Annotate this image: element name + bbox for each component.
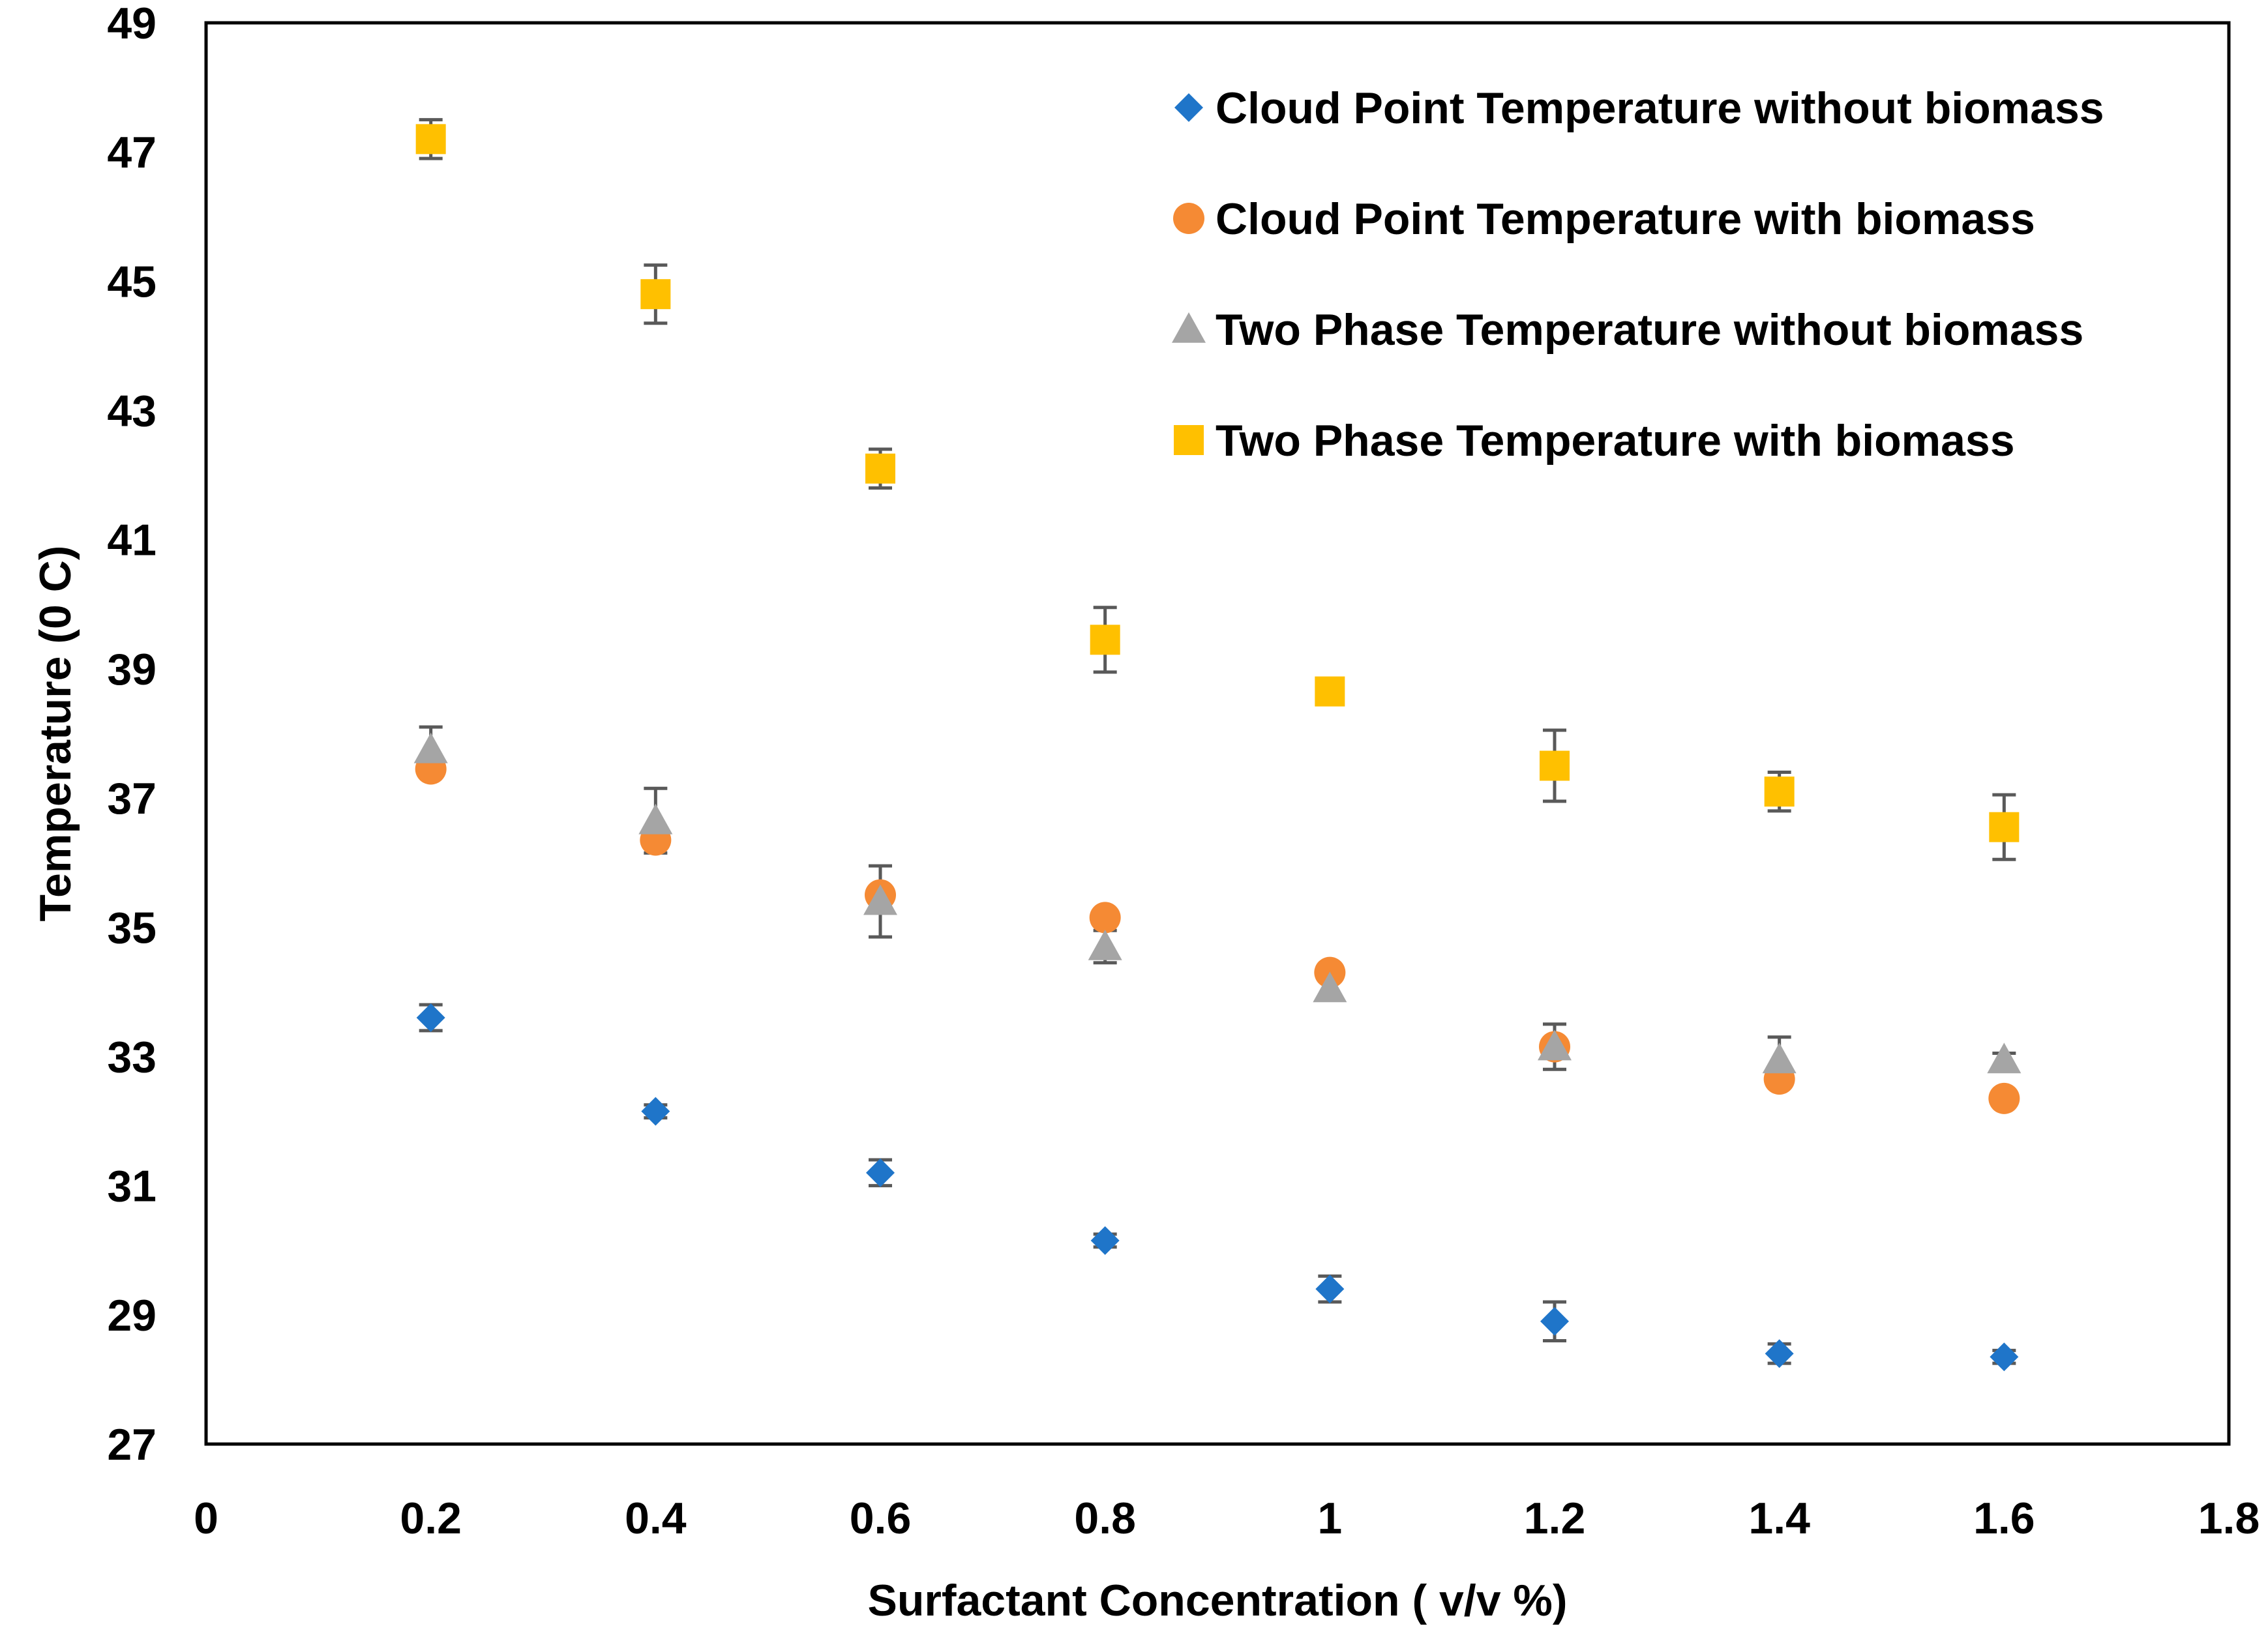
- data-point: [640, 279, 671, 310]
- data-point: [415, 124, 446, 155]
- data-points: [413, 124, 2022, 1372]
- legend-label: Cloud Point Temperature with biomass: [1216, 194, 2035, 244]
- series-square: [415, 124, 2020, 842]
- legend-marker: [1174, 425, 1204, 455]
- data-point: [1540, 1307, 1569, 1336]
- data-point: [863, 884, 897, 915]
- legend-item: Two Phase Temperature without biomass: [1172, 305, 2083, 355]
- y-axis-ticks: 27 29 31 33 35 37 39 41 43 45 47 49: [107, 0, 157, 1469]
- y-tick-label: 33: [107, 1032, 157, 1082]
- legend: Cloud Point Temperature without biomass C…: [1172, 83, 2104, 465]
- data-point: [1313, 971, 1347, 1003]
- y-tick-label: 39: [107, 645, 157, 694]
- x-axis-title: Surfactant Concentration ( v/v %): [867, 1576, 1567, 1625]
- legend-item: Cloud Point Temperature with biomass: [1173, 194, 2035, 244]
- legend-label: Two Phase Temperature with biomass: [1216, 416, 2015, 465]
- data-point: [413, 732, 448, 763]
- data-point: [416, 1003, 445, 1032]
- data-point: [1764, 776, 1795, 807]
- x-tick-label: 0.2: [400, 1494, 462, 1543]
- data-point: [1990, 1342, 2019, 1372]
- x-tick-label: 0.6: [850, 1494, 912, 1543]
- y-tick-label: 43: [107, 387, 157, 436]
- x-tick-label: 1: [1317, 1494, 1342, 1543]
- data-point: [1540, 750, 1570, 781]
- data-point: [1088, 930, 1122, 960]
- legend-label: Two Phase Temperature without biomass: [1216, 305, 2083, 355]
- x-tick-label: 0: [194, 1494, 218, 1543]
- y-axis-title: Temperature (0 C): [31, 546, 80, 922]
- data-point: [1090, 1226, 1120, 1255]
- legend-item: Two Phase Temperature with biomass: [1174, 416, 2015, 465]
- data-point: [865, 453, 895, 484]
- legend-label: Cloud Point Temperature without biomass: [1216, 83, 2104, 133]
- data-point: [1538, 1029, 1572, 1061]
- legend-marker: [1172, 312, 1206, 343]
- x-tick-label: 0.8: [1074, 1494, 1136, 1543]
- data-point: [1315, 1275, 1345, 1304]
- y-tick-label: 35: [107, 903, 157, 952]
- data-point: [638, 803, 673, 834]
- data-point: [1315, 676, 1345, 707]
- legend-marker: [1173, 203, 1204, 234]
- plot-area-frame: [204, 21, 2231, 1446]
- x-tick-label: 1.8: [2198, 1494, 2260, 1543]
- data-point: [1988, 1082, 2020, 1114]
- x-tick-label: 1.4: [1748, 1494, 1810, 1543]
- y-tick-label: 27: [107, 1420, 157, 1469]
- x-tick-label: 0.4: [625, 1494, 687, 1543]
- data-point: [1090, 625, 1120, 655]
- y-tick-label: 29: [107, 1291, 157, 1340]
- y-tick-label: 37: [107, 774, 157, 823]
- legend-marker: [1174, 93, 1203, 122]
- y-tick-label: 47: [107, 128, 157, 177]
- x-axis-ticks: 0 0.2 0.4 0.6 0.8 1 1.2 1.4 1.6 1.8: [194, 1494, 2260, 1543]
- series-triangle: [413, 732, 2022, 1074]
- legend-item: Cloud Point Temperature without biomass: [1174, 83, 2104, 133]
- data-point: [1762, 1042, 1797, 1074]
- x-tick-label: 1.6: [1973, 1494, 2035, 1543]
- data-point: [1987, 1042, 2022, 1074]
- data-point: [641, 1097, 670, 1126]
- data-point: [1989, 812, 2020, 842]
- y-tick-label: 41: [107, 516, 157, 565]
- series-diamond: [416, 1003, 2019, 1372]
- y-tick-label: 49: [107, 0, 157, 48]
- data-point: [866, 1158, 895, 1187]
- data-point: [1765, 1339, 1794, 1368]
- y-tick-label: 45: [107, 257, 157, 306]
- y-tick-label: 31: [107, 1162, 157, 1211]
- x-tick-label: 1.2: [1524, 1494, 1586, 1543]
- data-point: [1089, 902, 1121, 934]
